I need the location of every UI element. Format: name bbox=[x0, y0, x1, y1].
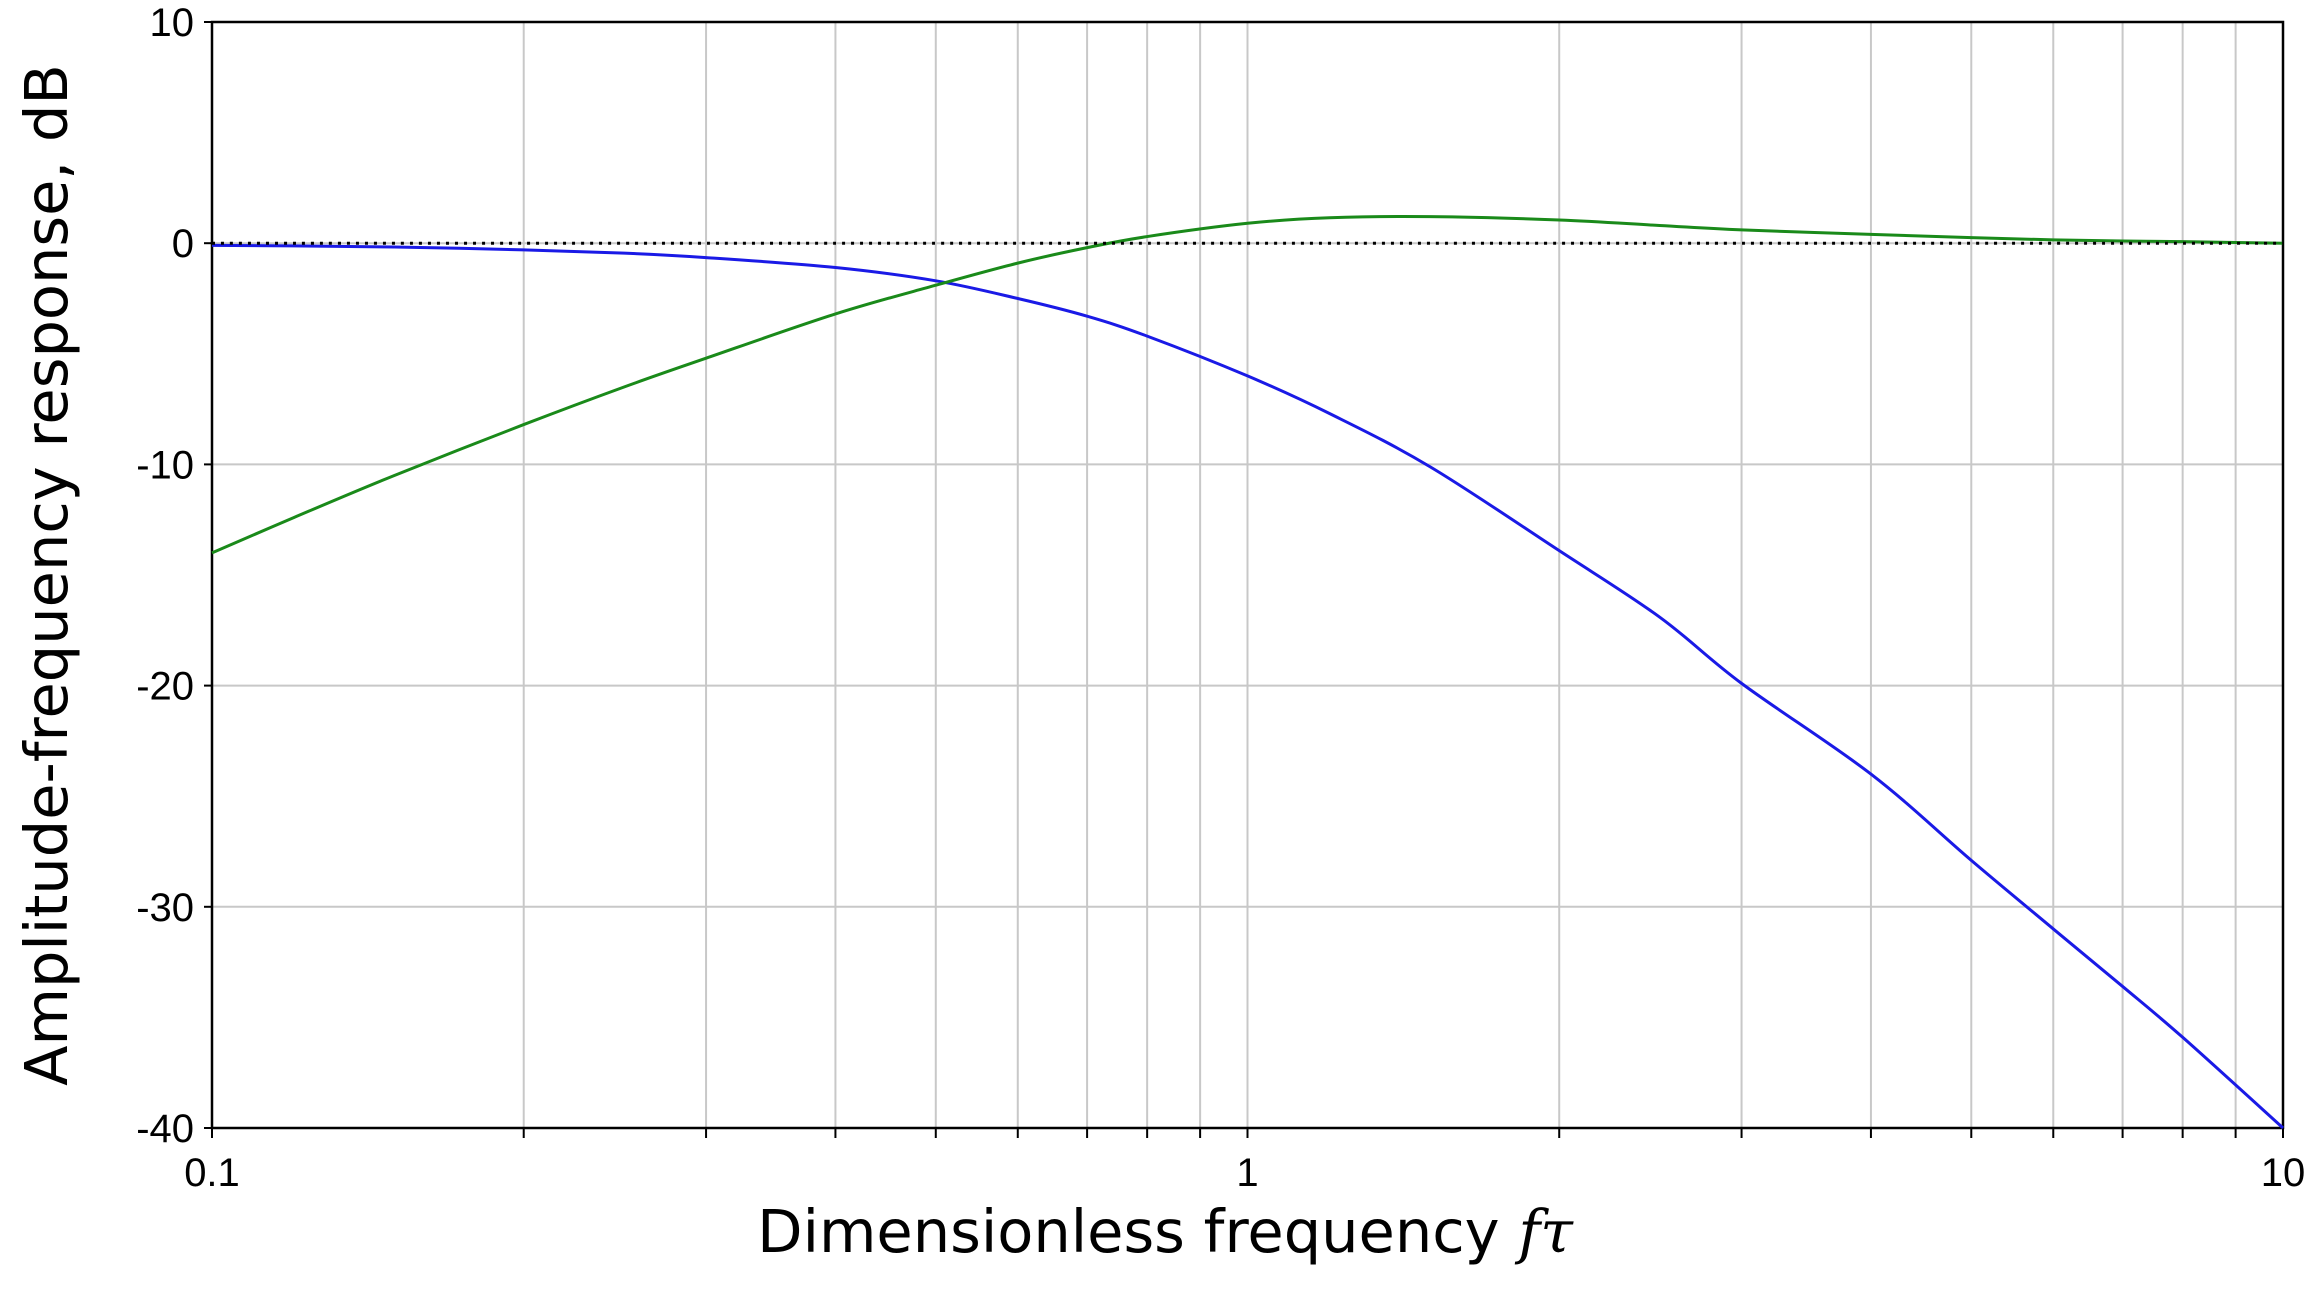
axis-ticks bbox=[204, 21, 2284, 1138]
y-tick-label: 10 bbox=[150, 1, 195, 45]
y-tick-label: -10 bbox=[136, 443, 194, 487]
y-tick-label: -20 bbox=[136, 665, 194, 709]
x-tick-label: 0.1 bbox=[184, 1151, 240, 1195]
chart-grid bbox=[212, 22, 2283, 1128]
y-tick-label: 0 bbox=[172, 222, 194, 266]
x-tick-label: 10 bbox=[2261, 1151, 2306, 1195]
series-line-1 bbox=[211, 215, 2284, 555]
series-line-0 bbox=[211, 243, 2285, 1130]
y-tick-label: -30 bbox=[136, 886, 194, 930]
x-axis-symbol: fτ bbox=[1514, 1197, 1574, 1266]
y-tick-label: -40 bbox=[136, 1107, 194, 1151]
x-axis-title: Dimensionless frequency fτ bbox=[757, 1197, 1574, 1266]
y-axis-title: Amplitude-frequency response, dB bbox=[12, 64, 81, 1086]
x-tick-label: 1 bbox=[1236, 1151, 1258, 1195]
data-series bbox=[211, 215, 2285, 1130]
tick-labels: 10 0 -10 -20 -30 -400.1 1 10 bbox=[136, 1, 2305, 1195]
x-axis-title-text: Dimensionless frequency bbox=[757, 1197, 1499, 1266]
